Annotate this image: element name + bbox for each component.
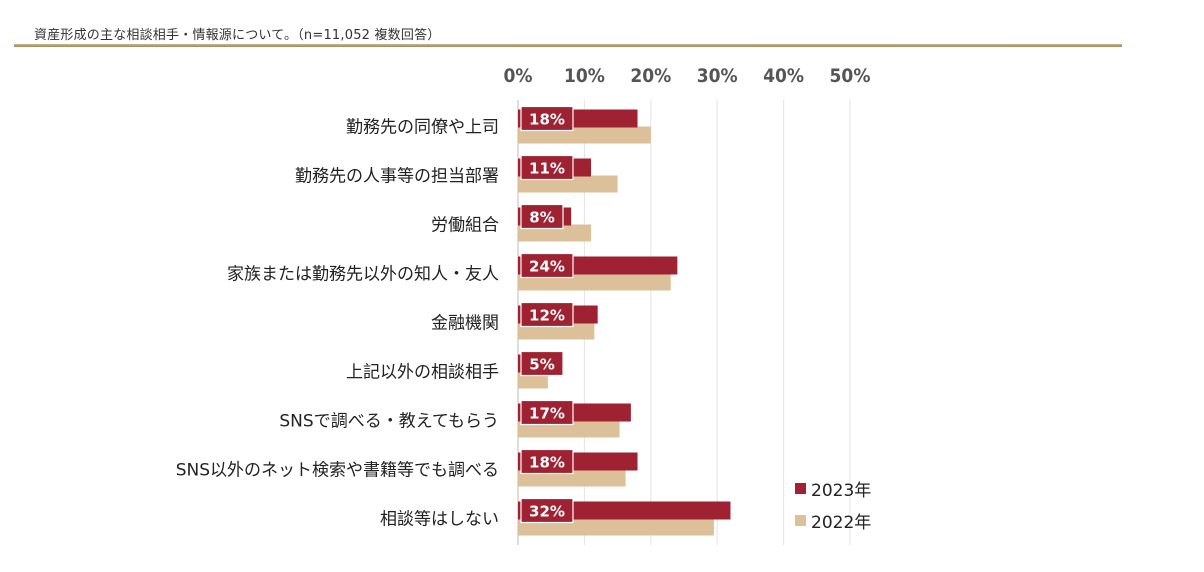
- data-label-badge: [520, 203, 564, 230]
- data-label-badge: [520, 154, 574, 181]
- data-label-badge: [520, 350, 564, 377]
- legend-label-2022: 2022年: [811, 512, 872, 533]
- category-label: SNSで調べる・教えてもらう: [279, 412, 499, 432]
- caption-divider: [14, 44, 1122, 47]
- legend-swatch-2023: [795, 482, 806, 494]
- legend-label-2023: 2023年: [811, 480, 872, 501]
- x-tick-label: 30%: [697, 65, 738, 87]
- x-tick-label: 50%: [830, 65, 871, 87]
- data-label: 17%: [529, 405, 565, 423]
- data-label-badge: [520, 105, 574, 132]
- legend-swatch-2022: [795, 514, 806, 526]
- data-label-badge: [520, 448, 574, 475]
- data-label: 18%: [529, 111, 565, 129]
- x-tick-label: 10%: [564, 65, 605, 87]
- data-label: 32%: [529, 503, 565, 521]
- category-label: 労働組合: [431, 216, 499, 236]
- category-label: 金融機関: [431, 314, 499, 334]
- x-tick-label: 20%: [630, 65, 671, 87]
- category-label: 勤務先の人事等の担当部署: [295, 167, 499, 187]
- x-tick-label: 0%: [503, 65, 532, 87]
- data-label-badge: [520, 252, 574, 279]
- data-label: 24%: [529, 258, 565, 276]
- legend-item-2022: 2022年: [795, 504, 871, 536]
- category-label: 家族または勤務先以外の知人・友人: [227, 265, 499, 285]
- legend-item-2023: 2023年: [795, 472, 871, 504]
- data-label: 18%: [529, 454, 565, 472]
- category-label: 上記以外の相談相手: [346, 363, 499, 383]
- category-label: 相談等はしない: [380, 510, 499, 530]
- category-label: 勤務先の同僚や上司: [346, 118, 499, 138]
- legend: 2023年 2022年: [795, 472, 871, 536]
- data-label-badge: [520, 399, 574, 426]
- chart-caption: 資産形成の主な相談相手・情報源について。（n=11,052 複数回答）: [34, 28, 441, 43]
- category-label: SNS以外のネット検索や書籍等でも調べる: [176, 461, 499, 481]
- x-tick-label: 40%: [763, 65, 804, 87]
- data-label-badge: [520, 301, 574, 328]
- data-label: 12%: [529, 307, 565, 325]
- data-label: 8%: [529, 209, 554, 227]
- data-label: 5%: [529, 356, 554, 374]
- data-label: 11%: [529, 160, 565, 178]
- data-label-badge: [520, 497, 574, 524]
